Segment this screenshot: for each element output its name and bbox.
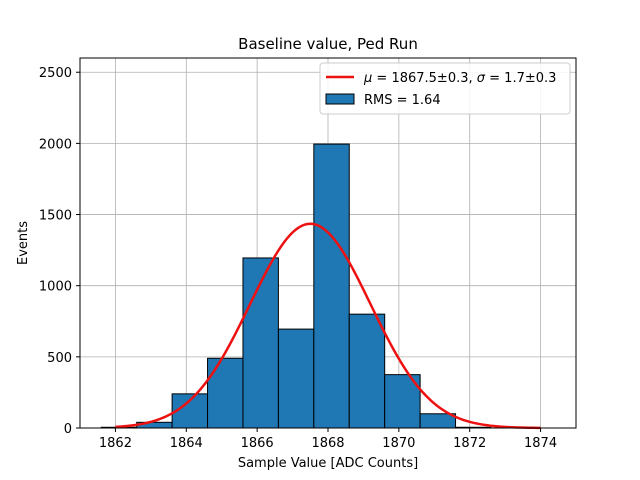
x-tick-label: 1868 xyxy=(311,436,344,451)
legend-hist-patch xyxy=(325,93,355,105)
legend-hist-label: RMS = 1.64 xyxy=(364,93,441,108)
histogram-bar xyxy=(348,313,386,429)
y-tick-label: 1500 xyxy=(39,209,72,224)
x-ticks: 1862 1864 1866 1868 1870 1872 1874 xyxy=(99,428,557,451)
y-tick-label: 2000 xyxy=(39,137,72,152)
y-tick-label: 0 xyxy=(64,422,72,437)
legend: μ = 1867.5±0.3, σ = 1.7±0.3 RMS = 1.64 xyxy=(319,62,571,115)
legend-fit-label: μ = 1867.5±0.3, σ = 1.7±0.3 xyxy=(363,71,556,86)
x-tick-label: 1874 xyxy=(524,436,557,451)
histogram-bar xyxy=(313,143,350,429)
histogram-bar xyxy=(419,413,457,429)
histogram-bar xyxy=(242,257,279,429)
legend-mu-symbol: μ xyxy=(363,71,372,86)
bars-layer xyxy=(100,143,492,429)
x-tick-label: 1870 xyxy=(382,436,415,451)
y-ticks: 0 500 1000 1500 2000 2500 xyxy=(39,66,80,437)
histogram-bar xyxy=(277,328,315,429)
x-axis-label: Sample Value [ADC Counts] xyxy=(238,456,418,471)
legend-sigma-symbol: σ xyxy=(477,71,486,86)
fit-layer xyxy=(115,222,541,430)
legend-box xyxy=(319,62,571,115)
y-tick-label: 2500 xyxy=(39,66,72,81)
y-tick-label: 1000 xyxy=(39,280,72,295)
legend-mu-value: = 1867.5±0.3, xyxy=(372,71,476,86)
legend-sigma-value: = 1.7±0.3 xyxy=(485,71,556,86)
x-tick-label: 1862 xyxy=(99,436,132,451)
histogram-bar xyxy=(207,357,244,429)
y-tick-label: 500 xyxy=(47,351,72,366)
x-tick-label: 1864 xyxy=(170,436,203,451)
chart-title: Baseline value, Ped Run xyxy=(238,35,418,53)
y-axis-label: Events xyxy=(16,221,31,265)
x-tick-label: 1872 xyxy=(453,436,486,451)
gaussian-fit-line xyxy=(115,222,541,430)
x-tick-label: 1866 xyxy=(241,436,274,451)
